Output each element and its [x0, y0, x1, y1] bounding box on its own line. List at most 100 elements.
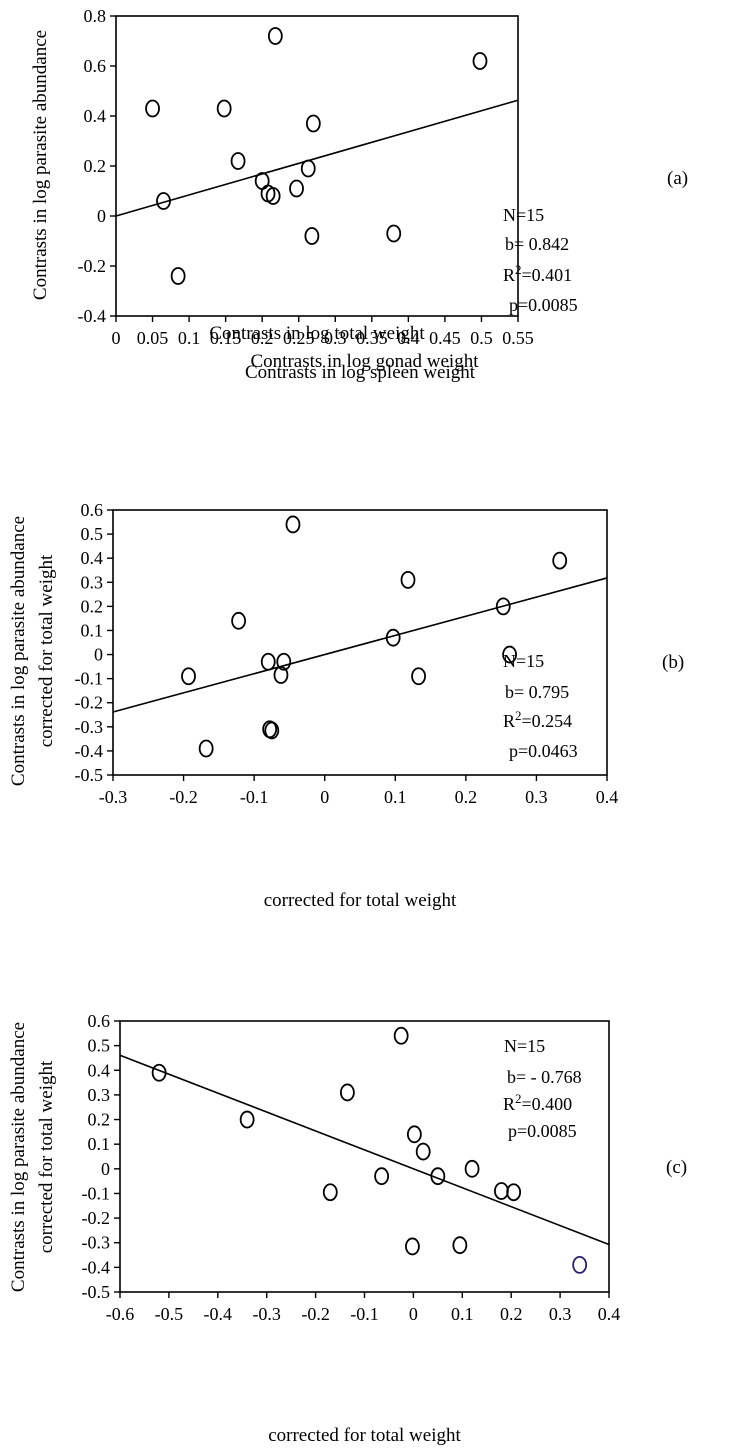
- data-point: [151, 1063, 167, 1082]
- data-point: [472, 52, 488, 70]
- x-tick-label: 0.45: [429, 328, 461, 348]
- x-axis-title: Contrasts in log total weight: [209, 323, 425, 344]
- data-point: [452, 1236, 468, 1255]
- panel-c-b: b= - 0.768: [507, 1067, 582, 1087]
- x-tick-label: 0: [320, 787, 329, 807]
- data-point: [304, 227, 320, 245]
- panel-a-r-value: =0.401: [522, 265, 573, 285]
- x-tick-label: 0.25: [283, 328, 315, 348]
- panel-b-p: p=0.0463: [509, 741, 578, 761]
- y-tick-label: -0.3: [82, 1233, 111, 1253]
- y-tick-label: 0.5: [81, 524, 104, 544]
- data-point: [552, 551, 568, 570]
- data-point: [464, 1159, 480, 1178]
- data-point: [239, 1110, 255, 1129]
- panel-a-stats: N=15 b= 0.842 R2=0.401 p=0.0085: [503, 205, 578, 315]
- y-tick-label: -0.5: [82, 1282, 111, 1302]
- y-tick-label: 0.8: [84, 6, 107, 26]
- panel-a-p: p=0.0085: [509, 295, 578, 315]
- x-tick-label: 0.2: [251, 328, 274, 348]
- y-tick-label: 0.2: [81, 596, 104, 616]
- y-tick-label: 0.6: [88, 1011, 111, 1031]
- data-point: [495, 597, 511, 616]
- x-tick-label: 0.05: [137, 328, 169, 348]
- x-tick-label: -0.4: [204, 1304, 233, 1324]
- regression-line: [112, 577, 608, 713]
- data-point: [156, 192, 171, 210]
- y-tick-label: -0.1: [75, 669, 104, 689]
- x-tick-label: -0.6: [106, 1304, 135, 1324]
- panel-b-letter: (b): [662, 652, 684, 673]
- x-tick-label: -0.3: [99, 787, 128, 807]
- panel-b-r2: R2=0.254: [503, 708, 572, 731]
- y-tick-label: 0.3: [81, 572, 104, 592]
- data-point: [273, 666, 289, 684]
- data-point: [170, 267, 186, 285]
- data-point: [415, 1142, 431, 1161]
- panel-c-r-sup: 2: [515, 1091, 522, 1106]
- data-point: [400, 570, 416, 589]
- data-point: [265, 187, 281, 205]
- regression-line: [115, 99, 519, 217]
- data-point: [374, 1167, 390, 1186]
- y-tick-label: -0.4: [82, 1257, 111, 1277]
- data-point: [430, 1167, 446, 1186]
- data-point: [494, 1182, 509, 1200]
- data-point: [393, 1026, 409, 1045]
- y-tick-label: -0.4: [78, 306, 107, 326]
- panel-c-p: p=0.0085: [508, 1121, 577, 1141]
- x-tick-label: -0.2: [169, 787, 198, 807]
- data-point: [267, 27, 283, 45]
- data-point: [216, 99, 232, 118]
- data-point: [145, 99, 160, 118]
- x-tick-label: 0.3: [525, 787, 548, 807]
- y-axis-title: Contrasts in log parasite abundance: [30, 30, 51, 300]
- y-tick-label: 0.4: [84, 106, 107, 126]
- panel-c-letter: (c): [666, 1157, 687, 1178]
- y-tick-label: 0.2: [84, 156, 107, 176]
- data-point: [405, 1237, 420, 1256]
- data-point: [181, 667, 196, 686]
- data-point: [260, 652, 276, 671]
- y-tick-label: 0.4: [88, 1060, 111, 1080]
- data-point: [322, 1183, 338, 1202]
- x-tick-label: 0.4: [397, 328, 420, 348]
- x-tick-label: 0.5: [470, 328, 493, 348]
- y-tick-label: 0.6: [84, 56, 107, 76]
- y-tick-label: 0.2: [88, 1110, 111, 1130]
- panel-c-n: N=15: [504, 1036, 545, 1056]
- y-tick-label: 0.1: [81, 620, 104, 640]
- panel-a-r-letter: R: [503, 265, 515, 285]
- y-tick-label: 0.3: [88, 1085, 111, 1105]
- data-point: [285, 515, 301, 534]
- y-tick-label: 0: [101, 1159, 110, 1179]
- y-tick-label: 0.1: [88, 1134, 111, 1154]
- panel-a: (a) N=15 b= 0.842 R2=0.401 p=0.0085: [503, 168, 688, 315]
- x-tick-label: 0.35: [356, 328, 388, 348]
- y-tick-label: 0: [94, 645, 103, 665]
- data-point: [406, 1125, 422, 1144]
- panel-c-stats: N=15 b= - 0.768 R2=0.400 p=0.0085: [503, 1036, 582, 1141]
- y-axis-title: corrected for total weight: [36, 554, 57, 747]
- panel-b-r-sup: 2: [515, 708, 522, 723]
- y-axis-title: Contrasts in log parasite abundance: [8, 1022, 29, 1292]
- y-tick-label: -0.2: [82, 1208, 111, 1228]
- panel-c-r2: R2=0.400: [503, 1091, 572, 1114]
- data-point: [572, 1256, 588, 1274]
- x-tick-label: 0.1: [451, 1304, 474, 1324]
- chart-c: -0.6 -0.5 -0.4 -0.3 -0.2 -0.1 0 0.1 0.2 0.3 0.4-0.…: [8, 351, 620, 1446]
- chart-a: 0 0.05 0.1 0.15 0.2 0.25 0.3 0.35 0.4 0.45 0.5 0.55…: [30, 6, 534, 348]
- x-tick-label: 0: [409, 1304, 418, 1324]
- x-tick-label: -0.5: [155, 1304, 184, 1324]
- data-point: [411, 667, 426, 686]
- panel-b-r-value: =0.254: [522, 711, 573, 731]
- panel-a-r2: R2=0.401: [503, 262, 572, 285]
- data-point: [254, 172, 270, 190]
- y-tick-label: -0.1: [82, 1183, 111, 1203]
- x-tick-label: 0.4: [596, 787, 619, 807]
- data-point: [386, 224, 402, 243]
- x-axis-title: Contrasts in log gonad weight: [251, 351, 480, 372]
- data-point: [289, 179, 304, 198]
- regression-line: [119, 1054, 610, 1246]
- x-tick-label: 0.1: [384, 787, 407, 807]
